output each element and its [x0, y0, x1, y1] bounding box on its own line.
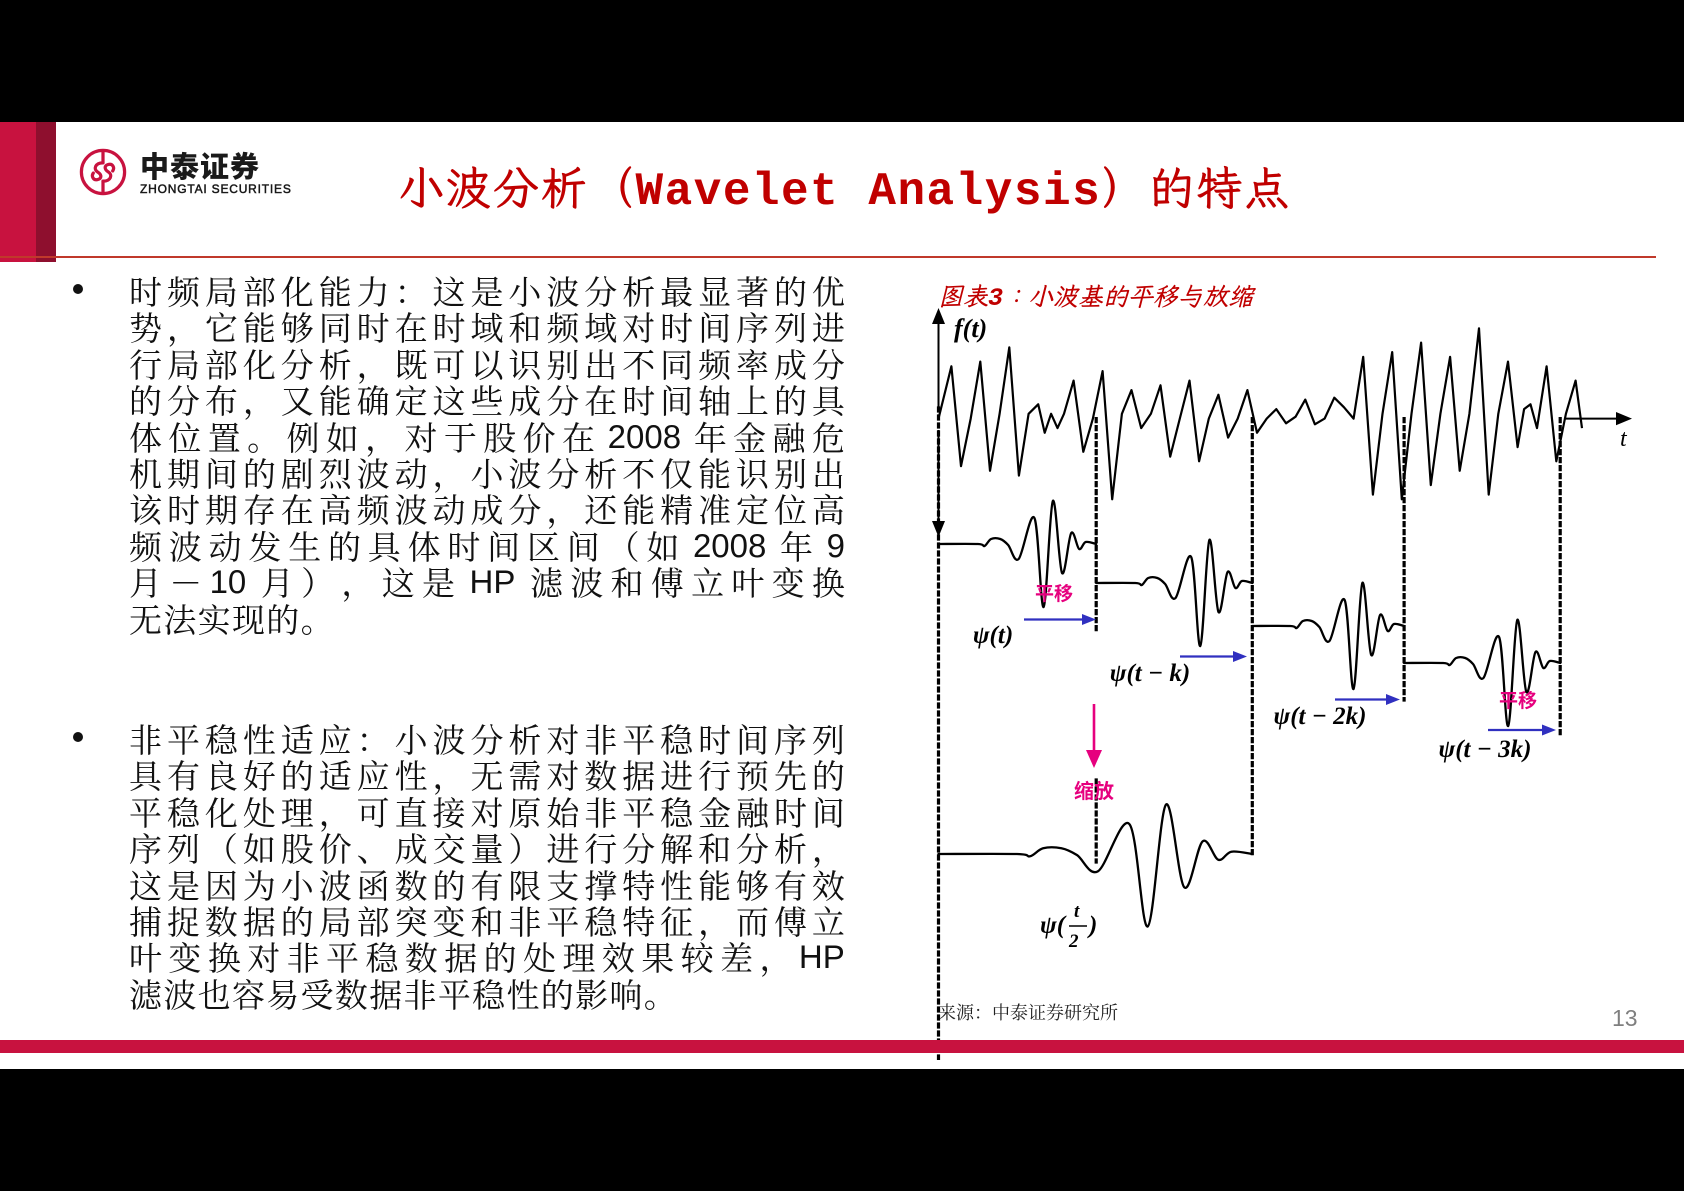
svg-text:2: 2 [1068, 931, 1079, 952]
svg-text:ψ(t − 3k): ψ(t − 3k) [1439, 736, 1532, 763]
svg-text:平移: 平移 [1499, 686, 1537, 713]
svg-text:缩放: 缩放 [1074, 775, 1114, 804]
svg-text:): ) [1087, 912, 1097, 939]
svg-text:平移: 平移 [1035, 579, 1073, 606]
svg-text:t: t [1620, 426, 1628, 452]
svg-text:ψ(t − k): ψ(t − k) [1110, 660, 1190, 687]
svg-text:f(t): f(t) [954, 314, 987, 343]
svg-text:ψ(: ψ( [1040, 912, 1067, 939]
svg-text:ψ(t): ψ(t) [973, 622, 1013, 649]
svg-text:ψ(t − 2k): ψ(t − 2k) [1274, 703, 1367, 730]
svg-text:t: t [1074, 901, 1080, 922]
